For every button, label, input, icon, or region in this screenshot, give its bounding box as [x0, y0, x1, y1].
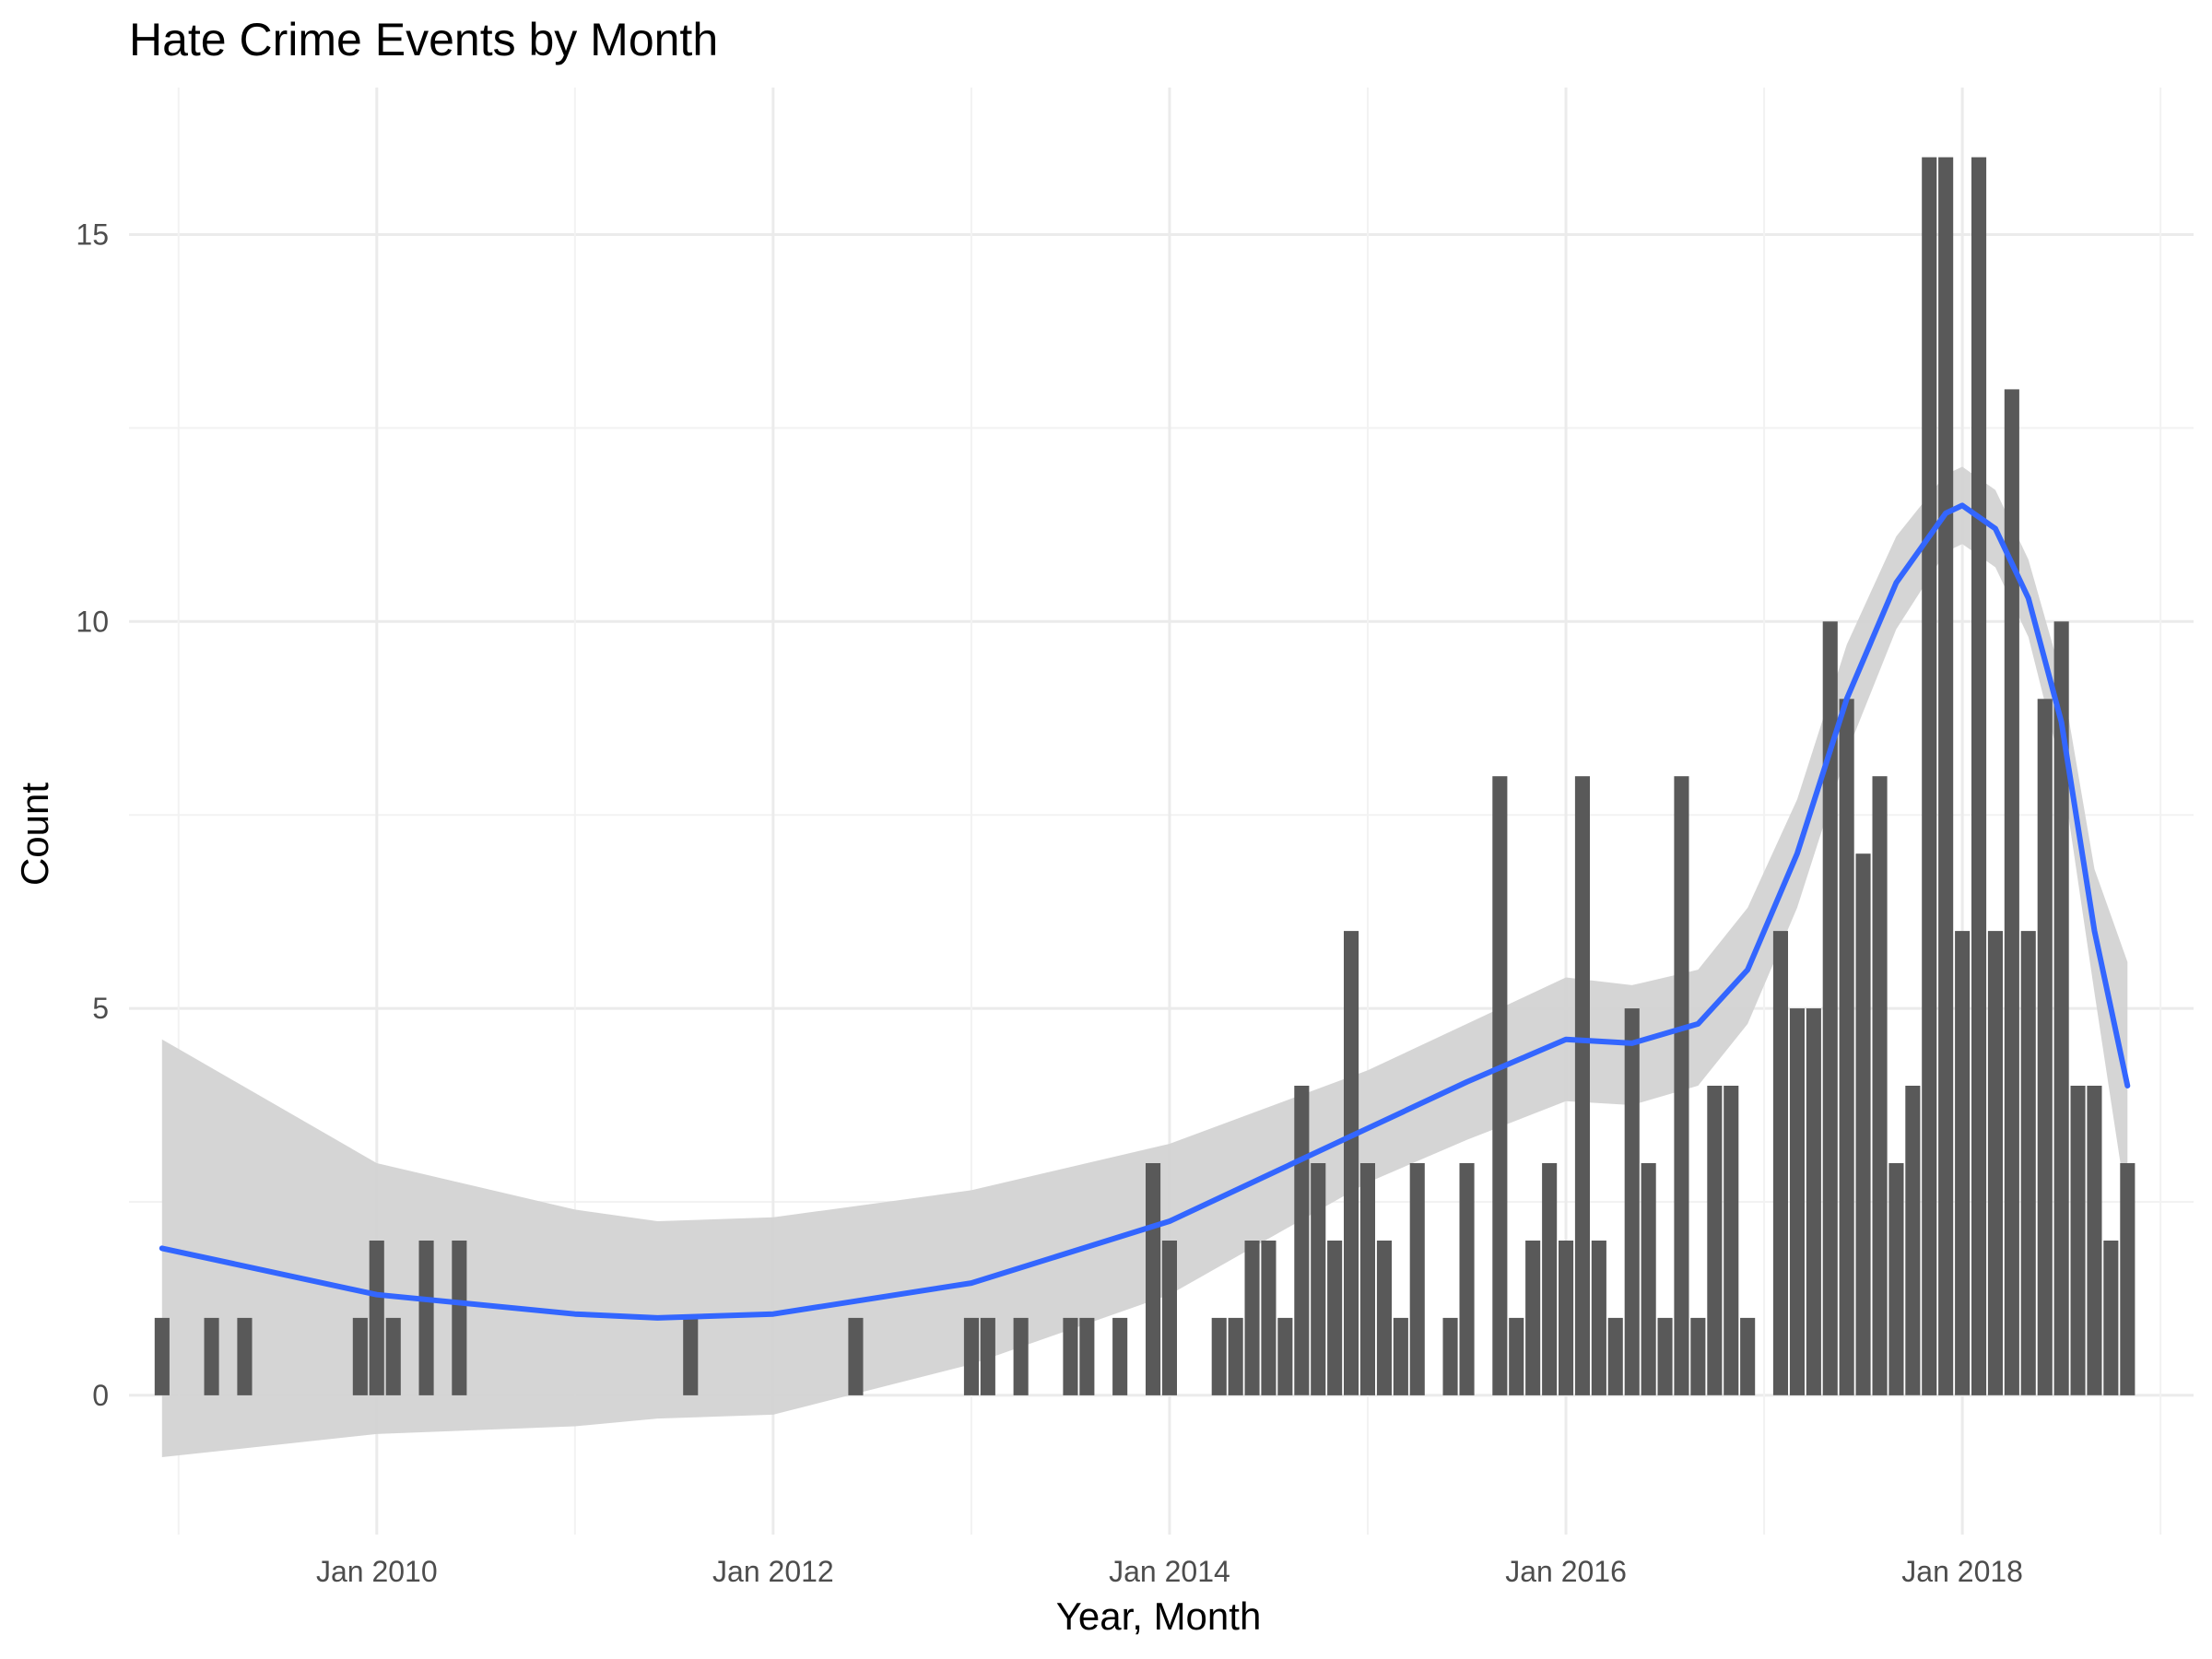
bar	[980, 1317, 995, 1395]
bar	[1277, 1317, 1293, 1395]
bar	[1442, 1317, 1458, 1395]
bar	[1922, 157, 1937, 1395]
bar	[418, 1241, 434, 1395]
bar	[1359, 1163, 1375, 1395]
bar	[2037, 699, 2053, 1395]
bar	[1822, 621, 1838, 1395]
bar	[237, 1317, 253, 1395]
bar	[1509, 1317, 1524, 1395]
bar	[1063, 1317, 1078, 1395]
y-tick-label: 15	[76, 218, 109, 252]
bar	[1971, 157, 1987, 1395]
y-tick-label: 0	[92, 1379, 109, 1412]
bars-layer	[154, 157, 2136, 1395]
bar	[848, 1317, 864, 1395]
bar	[204, 1317, 219, 1395]
bar	[2020, 931, 2036, 1395]
bar	[1261, 1241, 1277, 1395]
bar	[1938, 157, 1954, 1395]
bar	[1855, 853, 1871, 1395]
bar	[1674, 776, 1689, 1395]
bar	[2053, 621, 2069, 1395]
bar	[1228, 1317, 1243, 1395]
bar	[1905, 1086, 1921, 1395]
bar	[1772, 931, 1788, 1395]
bar	[1294, 1086, 1310, 1395]
x-tick-label: Jan 2016	[1505, 1555, 1627, 1588]
bar	[1789, 1008, 1805, 1395]
bar	[1839, 699, 1854, 1395]
bar	[1344, 931, 1359, 1395]
bar	[1409, 1163, 1425, 1395]
bar	[2120, 1163, 2136, 1395]
bar	[1641, 1163, 1656, 1395]
x-tick-label: Jan 2010	[316, 1555, 438, 1588]
bar	[1327, 1241, 1343, 1395]
tick-labels: 0 5 10 15 Jan 2010 Jan 2012 Jan 2014 Jan 2016 Ja…	[76, 218, 2023, 1588]
bar	[352, 1317, 368, 1395]
bar	[1591, 1241, 1606, 1395]
bar	[1492, 776, 1508, 1395]
bar	[2103, 1241, 2119, 1395]
bar	[1690, 1317, 1706, 1395]
y-tick-label: 10	[76, 605, 109, 638]
bar	[1888, 1163, 1904, 1395]
smooth-line-layer	[159, 502, 2131, 1321]
bar	[2087, 1086, 2102, 1395]
bar	[154, 1317, 170, 1395]
x-tick-label: Jan 2014	[1109, 1555, 1230, 1588]
bar	[1376, 1241, 1392, 1395]
bar	[1393, 1317, 1408, 1395]
x-axis-title: Year, Month	[1056, 1594, 1262, 1638]
bar	[1740, 1317, 1756, 1395]
bar	[1559, 1241, 1574, 1395]
y-axis-title: Count	[13, 782, 56, 886]
bar	[1542, 1163, 1558, 1395]
bar	[1872, 776, 1888, 1395]
bar	[1724, 1086, 1739, 1395]
x-tick-label: Jan 2018	[1901, 1555, 2023, 1588]
bar	[1955, 931, 1971, 1395]
bar	[1112, 1317, 1128, 1395]
x-tick-label: Jan 2012	[712, 1555, 834, 1588]
y-tick-label: 5	[92, 992, 109, 1025]
bar	[385, 1317, 401, 1395]
bar	[2004, 389, 2019, 1395]
bar	[1987, 931, 2003, 1395]
bar	[1013, 1317, 1029, 1395]
bar	[452, 1241, 467, 1395]
bar	[1079, 1317, 1095, 1395]
bar	[2070, 1086, 2086, 1395]
bar	[1657, 1317, 1673, 1395]
bar	[1161, 1241, 1177, 1395]
bar	[1146, 1163, 1161, 1395]
bar	[1244, 1241, 1260, 1395]
bar	[1211, 1317, 1227, 1395]
bar	[1624, 1008, 1640, 1395]
bar	[683, 1317, 699, 1395]
bar	[1311, 1163, 1326, 1395]
bar	[963, 1317, 979, 1395]
bar	[369, 1241, 384, 1395]
bar	[1574, 776, 1590, 1395]
bar	[1806, 1008, 1821, 1395]
bar	[1459, 1163, 1475, 1395]
chart-title: Hate Crime Events by Month	[129, 14, 718, 65]
bar	[1607, 1317, 1623, 1395]
smooth-line	[159, 502, 2131, 1321]
bar	[1525, 1241, 1541, 1395]
bar	[1707, 1086, 1723, 1395]
